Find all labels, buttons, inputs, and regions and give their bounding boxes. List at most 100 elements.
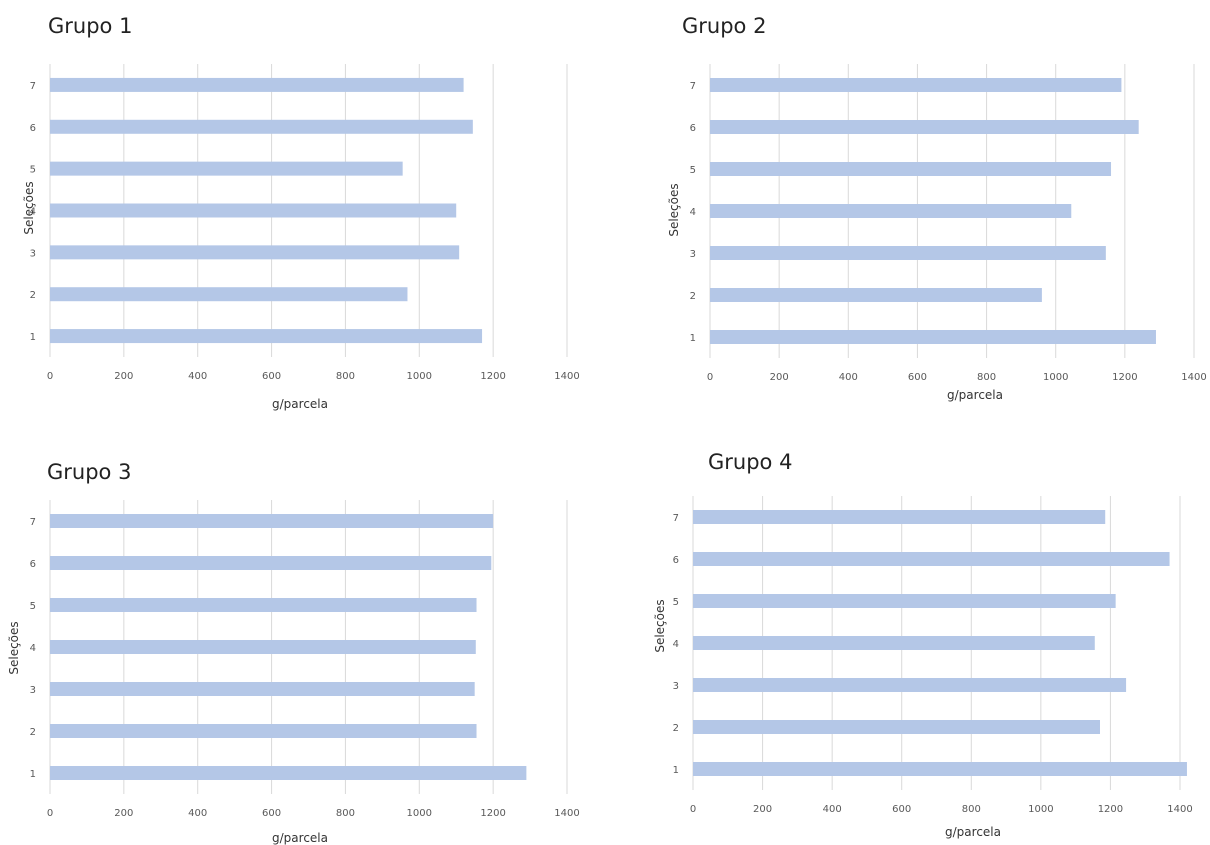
bar <box>693 594 1116 608</box>
x-axis-title: g/parcela <box>947 388 1003 402</box>
y-tick-label: 5 <box>673 597 679 608</box>
y-tick-label: 1 <box>690 333 696 344</box>
x-tick-label: 1400 <box>1167 804 1192 815</box>
x-tick-label: 200 <box>770 372 789 383</box>
x-tick-label: 1200 <box>480 371 505 382</box>
y-tick-label: 7 <box>673 513 679 524</box>
x-tick-label: 400 <box>188 371 207 382</box>
bar <box>50 682 475 696</box>
bar <box>710 330 1156 344</box>
x-tick-label: 1400 <box>554 808 579 819</box>
y-axis-title: Seleções <box>667 183 681 236</box>
chart-title: Grupo 2 <box>682 14 767 38</box>
bar <box>710 246 1106 260</box>
y-tick-label: 1 <box>30 769 36 780</box>
y-tick-label: 7 <box>30 81 36 92</box>
y-tick-label: 3 <box>690 249 696 260</box>
x-tick-label: 600 <box>262 371 281 382</box>
bar <box>710 120 1139 134</box>
y-axis-title: Seleções <box>653 599 667 652</box>
y-tick-label: 5 <box>30 165 36 176</box>
x-tick-label: 600 <box>262 808 281 819</box>
x-tick-label: 800 <box>962 804 981 815</box>
x-tick-label: 200 <box>114 371 133 382</box>
x-tick-label: 400 <box>188 808 207 819</box>
x-tick-label: 0 <box>690 804 696 815</box>
y-tick-label: 1 <box>673 765 679 776</box>
x-tick-label: 0 <box>47 371 53 382</box>
y-tick-label: 2 <box>673 723 679 734</box>
y-tick-label: 1 <box>30 332 36 343</box>
bar <box>693 762 1187 776</box>
bar <box>693 510 1106 524</box>
y-tick-label: 7 <box>690 81 696 92</box>
x-tick-label: 1200 <box>480 808 505 819</box>
bar <box>50 245 460 260</box>
chart-title: Grupo 3 <box>47 460 132 484</box>
y-tick-label: 5 <box>690 165 696 176</box>
chart-title: Grupo 4 <box>708 450 793 474</box>
y-axis-title: Seleções <box>22 181 36 234</box>
bar <box>710 204 1072 218</box>
y-tick-label: 6 <box>30 123 36 134</box>
bar <box>50 287 408 302</box>
y-tick-label: 6 <box>690 123 696 134</box>
y-tick-label: 2 <box>30 727 36 738</box>
bar <box>710 78 1122 92</box>
bar <box>710 162 1112 176</box>
y-tick-label: 4 <box>690 207 696 218</box>
bar <box>50 724 477 738</box>
x-tick-label: 1200 <box>1112 372 1137 383</box>
bar <box>710 288 1042 302</box>
x-tick-label: 1000 <box>407 371 432 382</box>
bar <box>50 203 457 218</box>
bar <box>693 678 1127 692</box>
x-axis-title: g/parcela <box>272 397 328 411</box>
x-tick-label: 800 <box>336 808 355 819</box>
y-tick-label: 6 <box>30 559 36 570</box>
x-tick-label: 1200 <box>1098 804 1123 815</box>
x-axis-title: g/parcela <box>945 825 1001 839</box>
x-tick-label: 200 <box>753 804 772 815</box>
x-tick-label: 800 <box>977 372 996 383</box>
x-tick-label: 0 <box>707 372 713 383</box>
x-tick-label: 800 <box>336 371 355 382</box>
bar <box>693 552 1170 566</box>
bar <box>50 514 494 528</box>
bar <box>50 598 477 612</box>
y-tick-label: 4 <box>30 643 36 654</box>
x-axis-title: g/parcela <box>272 831 328 845</box>
y-tick-label: 4 <box>673 639 679 650</box>
y-tick-label: 2 <box>690 291 696 302</box>
bar <box>50 766 527 780</box>
y-tick-label: 7 <box>30 517 36 528</box>
x-tick-label: 400 <box>823 804 842 815</box>
chart-title: Grupo 1 <box>48 14 133 38</box>
bar <box>50 77 464 92</box>
x-tick-label: 1000 <box>1028 804 1053 815</box>
y-tick-label: 3 <box>30 685 36 696</box>
x-tick-label: 1000 <box>1043 372 1068 383</box>
y-tick-label: 4 <box>30 207 36 218</box>
bar <box>50 329 483 344</box>
y-tick-label: 3 <box>673 681 679 692</box>
y-tick-label: 2 <box>30 290 36 301</box>
x-tick-label: 0 <box>47 808 53 819</box>
y-axis-title: Seleções <box>7 621 21 674</box>
y-tick-label: 6 <box>673 555 679 566</box>
bar <box>693 636 1095 650</box>
x-tick-label: 400 <box>839 372 858 383</box>
y-tick-label: 3 <box>30 248 36 259</box>
y-tick-label: 5 <box>30 601 36 612</box>
x-tick-label: 600 <box>908 372 927 383</box>
x-tick-label: 1400 <box>554 371 579 382</box>
bar <box>50 640 476 654</box>
x-tick-label: 600 <box>892 804 911 815</box>
bar <box>50 119 473 134</box>
bar <box>693 720 1100 734</box>
bar <box>50 161 403 176</box>
